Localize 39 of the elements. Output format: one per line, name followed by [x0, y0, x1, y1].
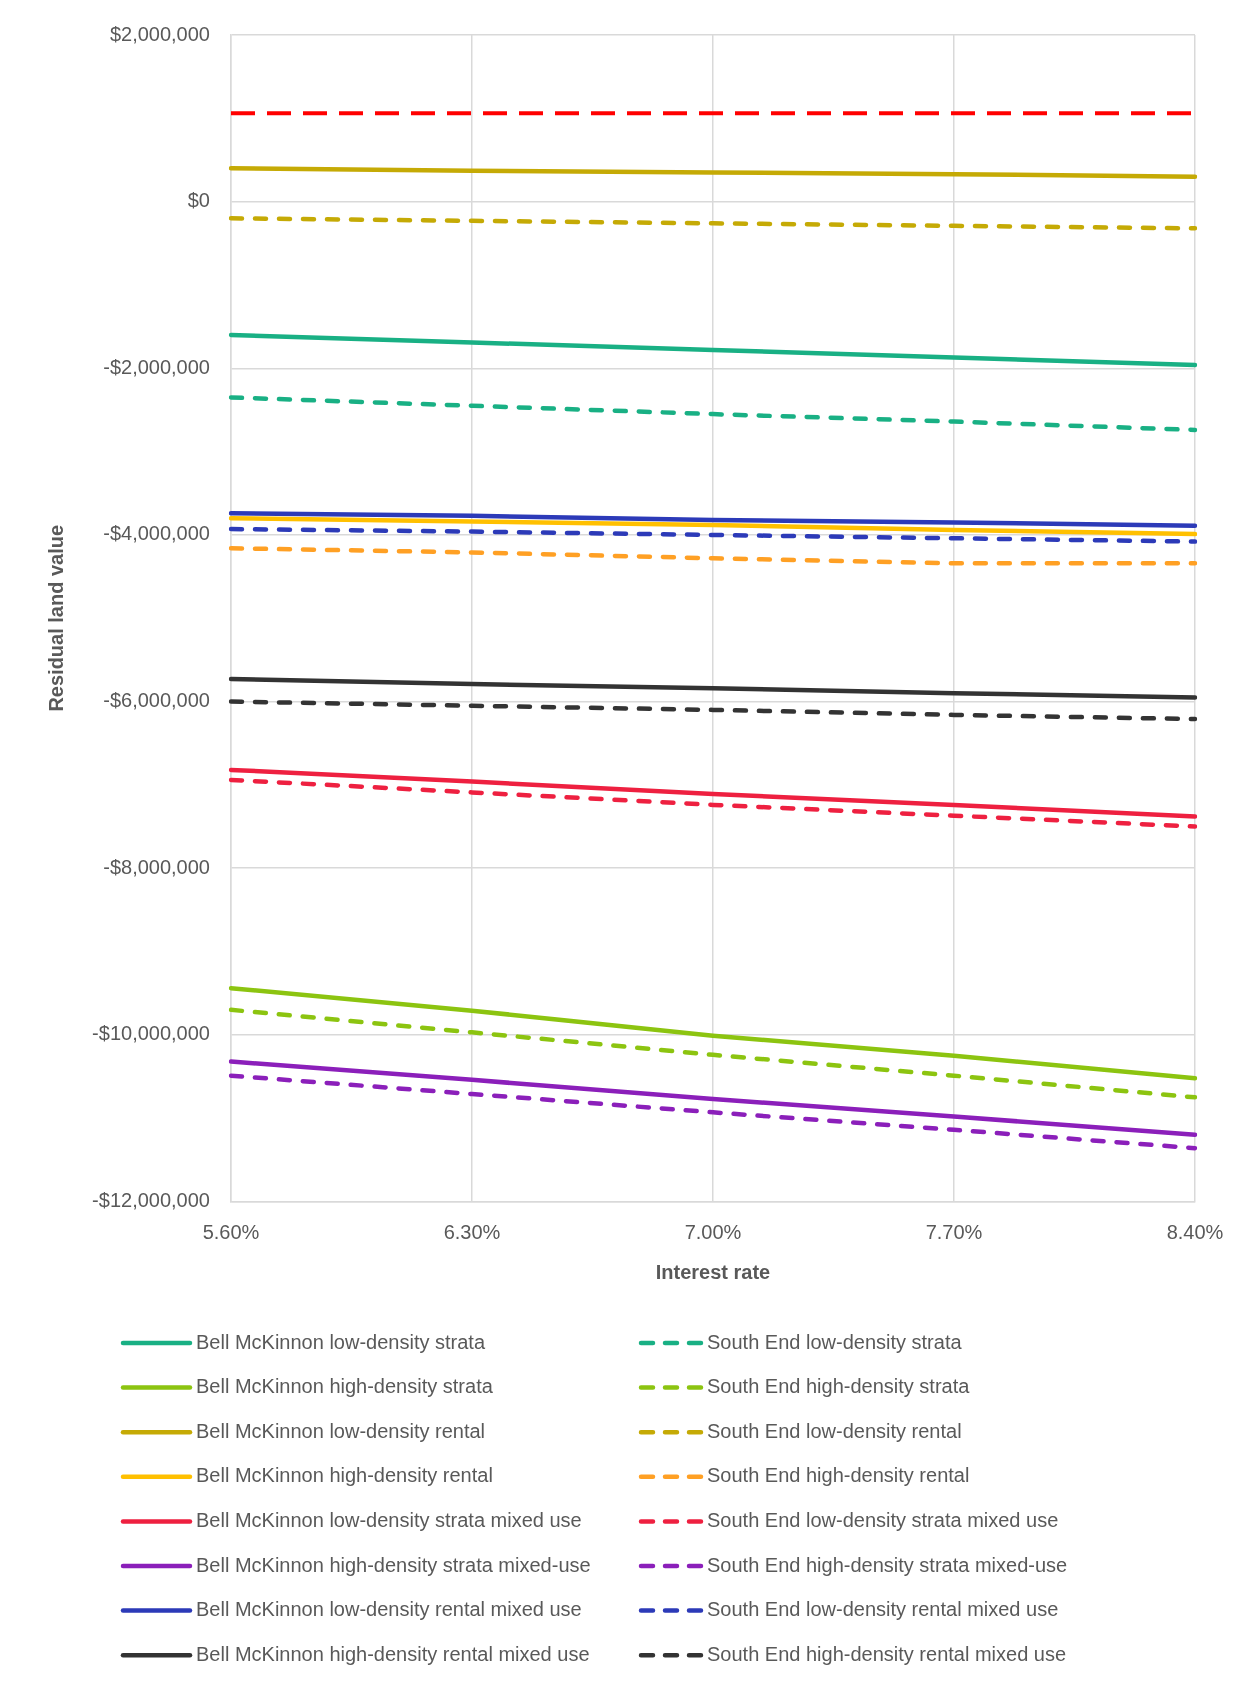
x-tick-label: 5.60% [202, 1221, 260, 1244]
legend-label: South End low-density rental [707, 1419, 962, 1442]
legend-label: Bell McKinnon high-density rental [196, 1464, 493, 1487]
x-tick-label: 6.30% [443, 1221, 501, 1244]
legend-label: South End low-density strata mixed use [707, 1508, 1059, 1531]
line-series [228, 1073, 1198, 1151]
line-series [228, 777, 1198, 829]
x-axis-title: Interest rate [655, 1260, 771, 1283]
y-axis-title: Residual land value [44, 524, 67, 712]
y-tick-label: -$4,000,000 [103, 522, 210, 545]
legend-label: Bell McKinnon low-density strata [196, 1330, 486, 1353]
legend-label: South End high-density strata [707, 1375, 971, 1398]
x-tick-label: 8.40% [1166, 1221, 1224, 1244]
legend-label: South End low-density rental mixed use [707, 1598, 1059, 1621]
legend-label: Bell McKinnon high-density rental mixed use [196, 1642, 590, 1665]
line-series [228, 526, 1198, 544]
legend-label: Bell McKinnon low-density rental [196, 1419, 486, 1442]
line-series [228, 395, 1198, 433]
line-series [228, 1007, 1198, 1100]
legend-label: South End low-density strata [707, 1330, 963, 1353]
legend-label: South End high-density rental [707, 1464, 970, 1487]
legend-label: South End high-density rental mixed use [707, 1642, 1067, 1665]
x-tick-label: 7.00% [684, 1221, 742, 1244]
line-series [228, 216, 1198, 231]
y-tick-label: $2,000,000 [109, 22, 210, 45]
legend-label: Bell McKinnon high-density strata mixed-use [196, 1553, 591, 1576]
legend-label: Bell McKinnon low-density strata mixed use [196, 1508, 582, 1531]
y-tick-label: -$8,000,000 [103, 855, 210, 878]
line-series [228, 699, 1198, 722]
x-tick-label: 7.70% [925, 1221, 983, 1244]
legend-label: South End high-density strata mixed-use [707, 1553, 1068, 1576]
y-tick-label: $0 [187, 189, 210, 212]
line-series [228, 546, 1198, 566]
legend-label: Bell McKinnon high-density strata [196, 1375, 494, 1398]
legend-label: Bell McKinnon low-density rental mixed use [196, 1598, 582, 1621]
y-tick-label: -$6,000,000 [103, 689, 210, 712]
y-tick-label: -$12,000,000 [92, 1189, 210, 1212]
y-tick-label: -$10,000,000 [92, 1022, 210, 1045]
y-tick-label: -$2,000,000 [103, 355, 210, 378]
